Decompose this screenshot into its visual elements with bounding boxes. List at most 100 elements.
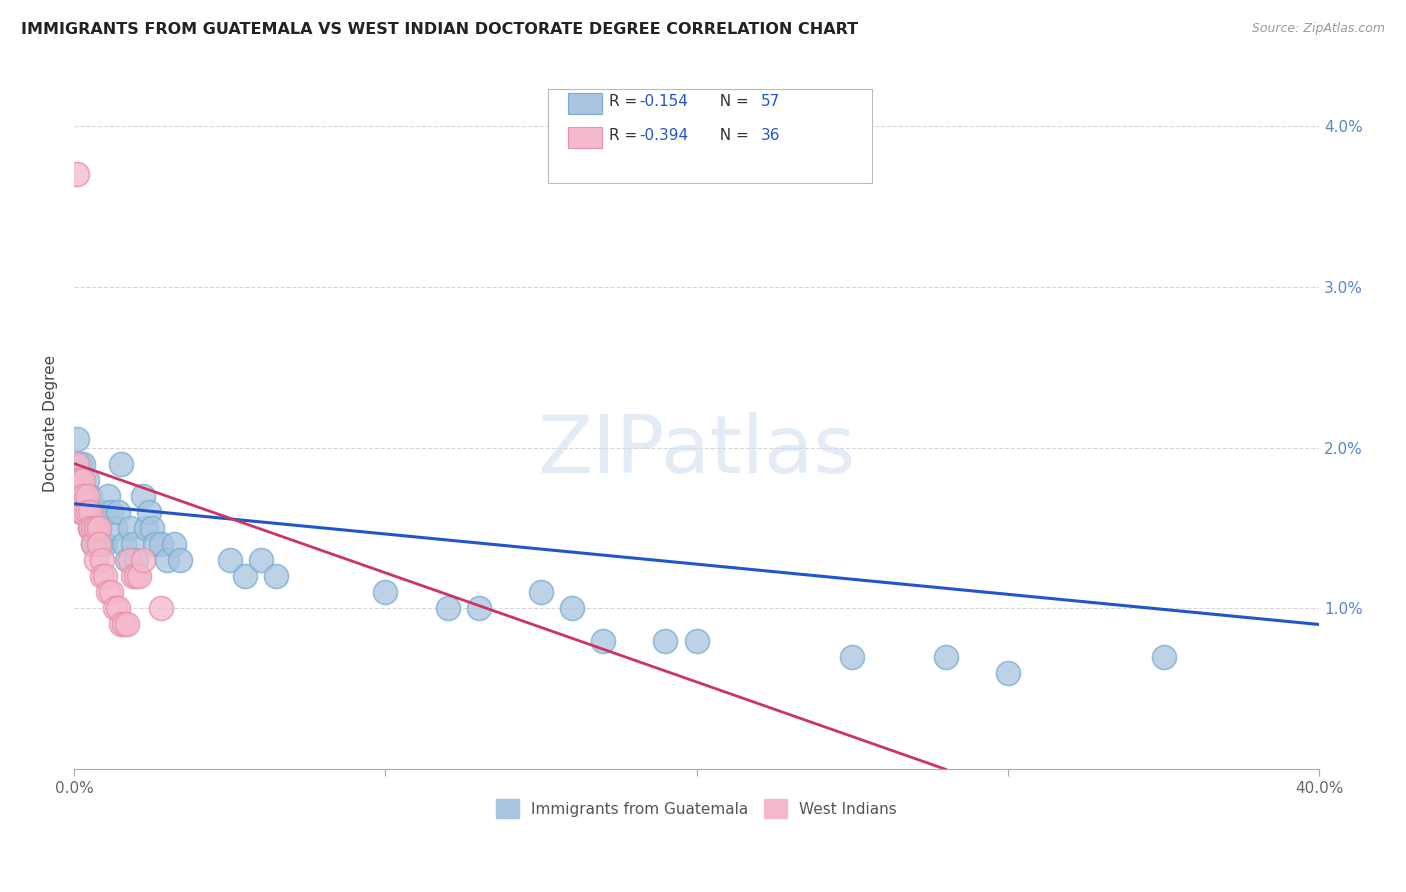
Text: N =: N =	[710, 94, 754, 109]
Point	[66, 473, 89, 487]
Point	[997, 665, 1019, 680]
Text: Source: ZipAtlas.com: Source: ZipAtlas.com	[1251, 22, 1385, 36]
Point	[84, 521, 107, 535]
Point	[76, 473, 98, 487]
Point	[122, 569, 145, 583]
Point	[266, 569, 288, 583]
Point	[84, 505, 107, 519]
Point	[94, 505, 117, 519]
Y-axis label: Doctorate Degree: Doctorate Degree	[44, 355, 58, 491]
Point	[69, 489, 91, 503]
Point	[131, 489, 153, 503]
Point	[76, 505, 98, 519]
Point	[66, 489, 89, 503]
Point	[250, 553, 273, 567]
Text: 57: 57	[761, 94, 780, 109]
Point	[218, 553, 240, 567]
Point	[69, 489, 91, 503]
Point	[138, 505, 160, 519]
Point	[72, 505, 94, 519]
Point	[91, 569, 114, 583]
Point	[91, 537, 114, 551]
Point	[82, 505, 104, 519]
Point	[100, 505, 122, 519]
Point	[592, 633, 614, 648]
Point	[135, 521, 157, 535]
Point	[66, 433, 89, 447]
Point	[79, 489, 101, 503]
Text: R =: R =	[609, 94, 643, 109]
Point	[685, 633, 707, 648]
Point	[530, 585, 553, 599]
Point	[66, 465, 89, 479]
Point	[107, 601, 129, 615]
Point	[66, 167, 89, 181]
Point	[128, 569, 150, 583]
Point	[654, 633, 676, 648]
Point	[156, 553, 179, 567]
Point	[163, 537, 186, 551]
Point	[150, 537, 173, 551]
Point	[94, 537, 117, 551]
Point	[84, 553, 107, 567]
Text: -0.154: -0.154	[640, 94, 689, 109]
Point	[66, 457, 89, 471]
Text: IMMIGRANTS FROM GUATEMALA VS WEST INDIAN DOCTORATE DEGREE CORRELATION CHART: IMMIGRANTS FROM GUATEMALA VS WEST INDIAN…	[21, 22, 858, 37]
Point	[131, 553, 153, 567]
Text: -0.394: -0.394	[640, 128, 689, 143]
Text: ZIPatlas: ZIPatlas	[537, 412, 856, 490]
Point	[107, 505, 129, 519]
Point	[374, 585, 396, 599]
Point	[87, 521, 110, 535]
Point	[112, 617, 135, 632]
Point	[79, 505, 101, 519]
Point	[103, 521, 125, 535]
Point	[76, 505, 98, 519]
Point	[87, 537, 110, 551]
Point	[69, 473, 91, 487]
Point	[112, 537, 135, 551]
Point	[125, 553, 148, 567]
Point	[72, 489, 94, 503]
Point	[69, 505, 91, 519]
Point	[143, 537, 166, 551]
Point	[84, 537, 107, 551]
Point	[120, 553, 142, 567]
Point	[69, 457, 91, 471]
Point	[66, 497, 89, 511]
Text: R =: R =	[609, 128, 643, 143]
Point	[122, 537, 145, 551]
Point	[169, 553, 191, 567]
Point	[561, 601, 583, 615]
Point	[97, 489, 120, 503]
Point	[110, 617, 132, 632]
Point	[150, 601, 173, 615]
Point	[110, 457, 132, 471]
Point	[72, 473, 94, 487]
Point	[233, 569, 256, 583]
Point	[87, 521, 110, 535]
Point	[436, 601, 458, 615]
Point	[935, 649, 957, 664]
Point	[72, 489, 94, 503]
Point	[100, 585, 122, 599]
Point	[79, 521, 101, 535]
Point	[82, 537, 104, 551]
Legend: Immigrants from Guatemala, West Indians: Immigrants from Guatemala, West Indians	[491, 793, 903, 824]
Point	[82, 537, 104, 551]
Point	[69, 473, 91, 487]
Point	[79, 521, 101, 535]
Point	[91, 553, 114, 567]
Point	[66, 481, 89, 495]
Point	[115, 553, 138, 567]
Point	[82, 521, 104, 535]
Point	[467, 601, 489, 615]
Text: N =: N =	[710, 128, 754, 143]
Text: 36: 36	[761, 128, 780, 143]
Point	[1153, 649, 1175, 664]
Point	[76, 489, 98, 503]
Point	[97, 585, 120, 599]
Point	[120, 521, 142, 535]
Point	[841, 649, 863, 664]
Point	[125, 569, 148, 583]
